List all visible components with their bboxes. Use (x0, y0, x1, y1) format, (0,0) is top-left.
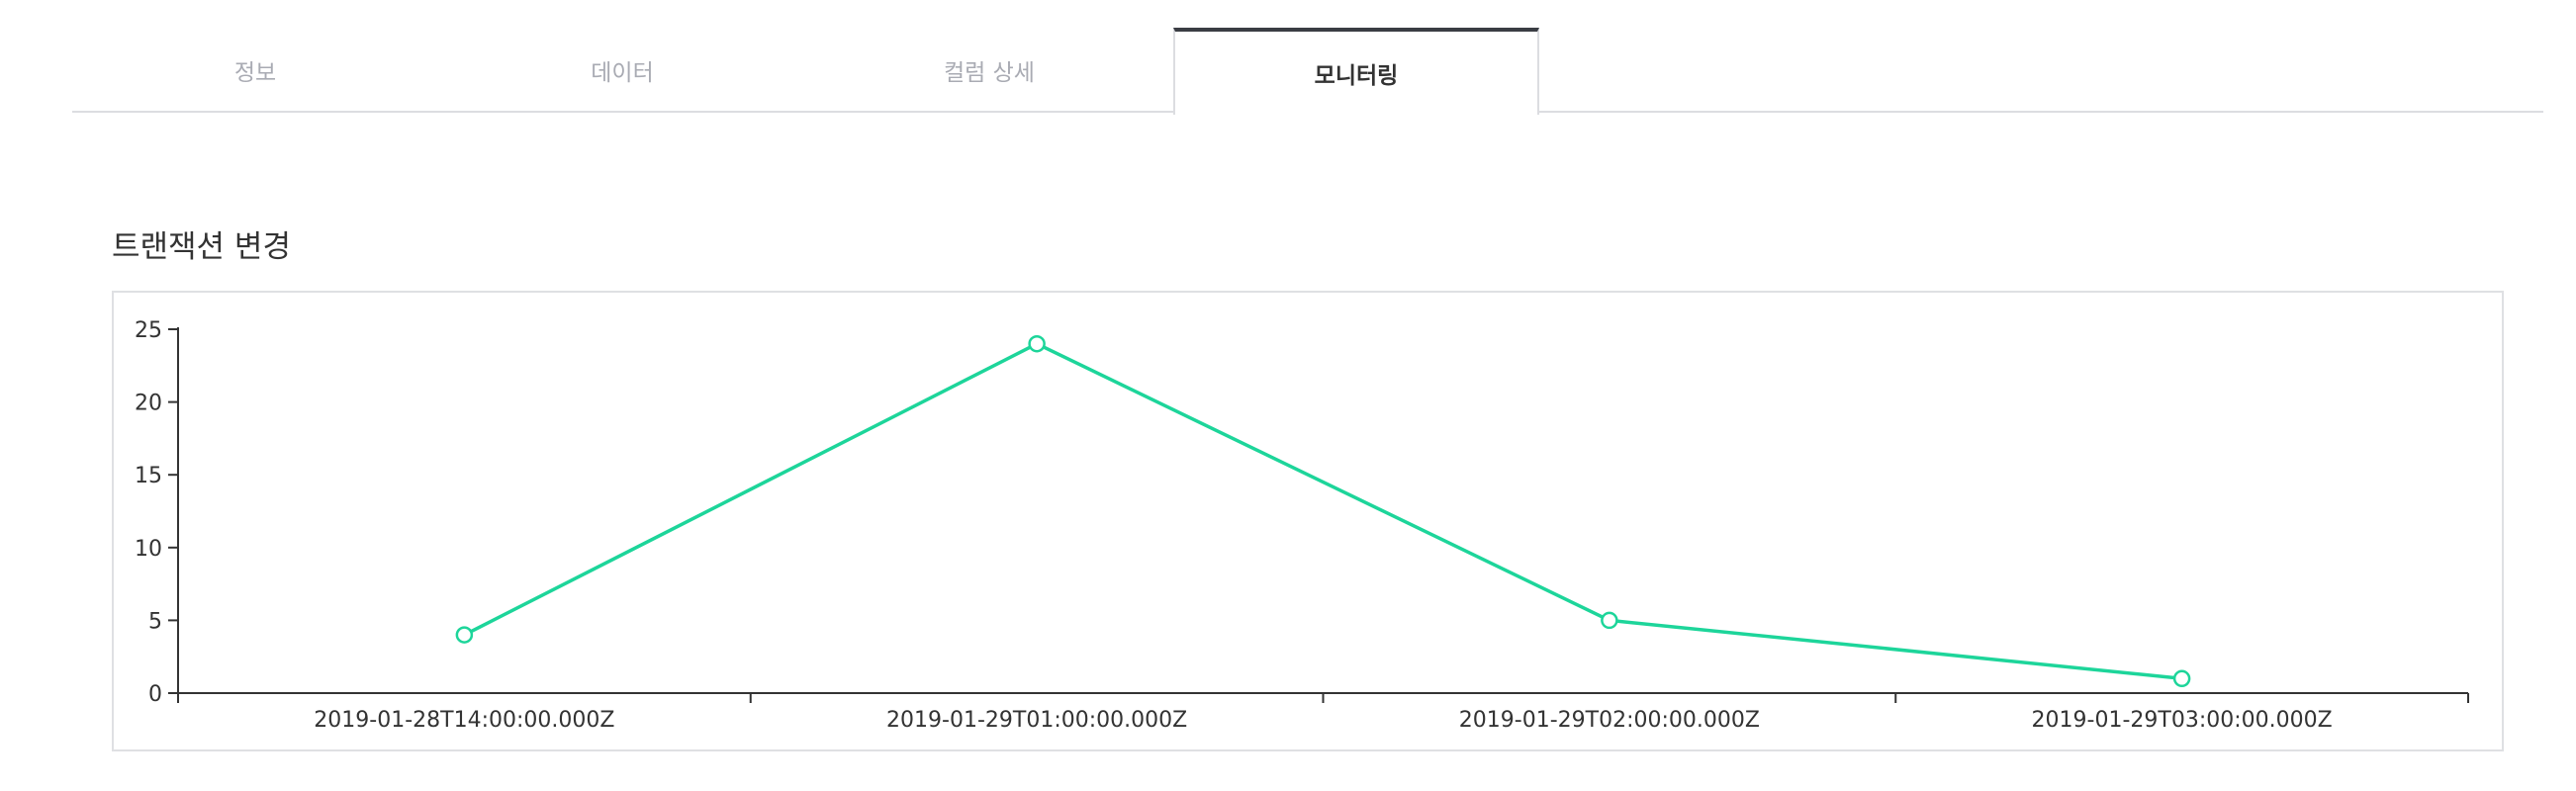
x-tick-label: 2019-01-29T02:00:00.000Z (1459, 708, 1760, 733)
tab-info[interactable]: 정보 (72, 28, 438, 113)
data-point[interactable] (2172, 669, 2191, 688)
x-tick-label: 2019-01-29T01:00:00.000Z (886, 708, 1187, 733)
chart-frame: 0 5 10 15 20 25 2019-01-28T14:00:00.000Z 2019-0… (112, 291, 2504, 751)
data-point[interactable] (455, 626, 474, 644)
tab-data-label: 데이터 (591, 60, 654, 86)
tab-column-detail[interactable]: 컬럼 상세 (806, 28, 1172, 113)
data-point[interactable] (1028, 334, 1046, 353)
tab-column-detail-label: 컬럼 상세 (944, 60, 1035, 86)
y-tick-label: 5 (148, 609, 162, 634)
tab-data[interactable]: 데이터 (439, 28, 805, 113)
data-point[interactable] (1601, 611, 1618, 630)
tab-monitoring-label: 모니터링 (1314, 63, 1399, 89)
x-tick-label: 2019-01-29T03:00:00.000Z (2032, 708, 2333, 733)
y-tick-label: 10 (135, 537, 162, 562)
y-tick-label: 0 (148, 682, 162, 707)
y-tick-label: 25 (135, 318, 162, 343)
tab-info-label: 정보 (233, 60, 277, 86)
series-line (463, 341, 2182, 681)
line-chart: 0 5 10 15 20 25 2019-01-28T14:00:00.000Z 2019-0… (135, 318, 2469, 733)
x-tick-label: 2019-01-28T14:00:00.000Z (314, 708, 614, 733)
tab-bar: 정보 데이터 컬럼 상세 모니터링 (72, 28, 2543, 115)
section-title: 트랜잭션 변경 (112, 229, 291, 265)
tab-monitoring[interactable]: 모니터링 (1173, 28, 1539, 115)
y-tick-label: 15 (135, 464, 162, 488)
y-tick-label: 20 (135, 392, 162, 416)
